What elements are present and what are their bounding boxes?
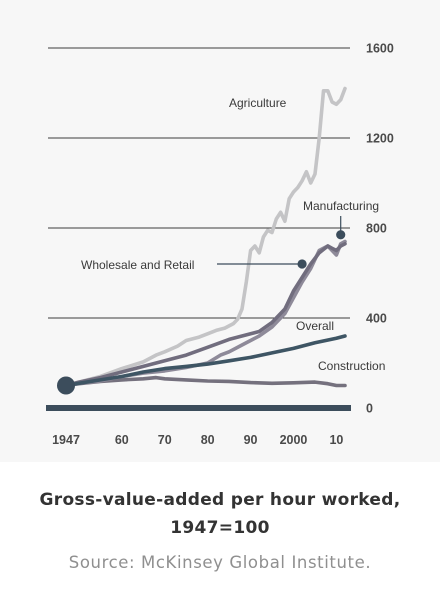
annotation-agriculture: Agriculture bbox=[229, 96, 287, 110]
axes: 0 400 800 1200 1600 1947 60 70 80 90 2000 10 bbox=[46, 42, 394, 447]
chart-caption-title: Gross-value-added per hour worked, 1947=… bbox=[0, 486, 440, 542]
x-tick-label-90: 90 bbox=[244, 433, 258, 447]
x-axis-baseline bbox=[46, 405, 351, 411]
y-tick-label-0: 0 bbox=[366, 402, 373, 416]
y-tick-label-1200: 1200 bbox=[366, 132, 394, 146]
y-tick-label-1600: 1600 bbox=[366, 42, 394, 56]
caption-title-line-2: 1947=100 bbox=[170, 518, 270, 538]
x-tick-label-80: 80 bbox=[201, 433, 215, 447]
y-tick-label-400: 400 bbox=[366, 312, 387, 326]
caption-title-line-1: Gross-value-added per hour worked, bbox=[39, 490, 401, 510]
x-tick-label-70: 70 bbox=[158, 433, 172, 447]
x-tick-label-1947: 1947 bbox=[52, 433, 80, 447]
series-lines bbox=[64, 86, 347, 388]
series-line-construction bbox=[64, 375, 347, 388]
annotation-manufacturing: Manufacturing bbox=[303, 199, 379, 213]
wholesale-marker bbox=[297, 259, 307, 269]
annotation-overall: Overall bbox=[296, 319, 334, 333]
x-tick-label-60: 60 bbox=[115, 433, 129, 447]
series-line-overall bbox=[64, 334, 347, 388]
series-line-agriculture bbox=[64, 86, 347, 388]
y-tick-label-800: 800 bbox=[366, 222, 387, 236]
annotation-construction: Construction bbox=[318, 359, 385, 373]
manufacturing-marker bbox=[336, 230, 346, 240]
x-tick-label-2000: 2000 bbox=[280, 433, 308, 447]
gridlines bbox=[48, 47, 350, 319]
origin-marker bbox=[57, 376, 75, 395]
chart-caption-source: Source: McKinsey Global Institute. bbox=[68, 553, 372, 572]
x-tick-label-10: 10 bbox=[329, 433, 343, 447]
series-line-wholesale-and-retail bbox=[64, 242, 347, 388]
annotations: Agriculture Manufacturing Wholesale and Re… bbox=[57, 96, 385, 395]
annotation-wholesale-retail: Wholesale and Retail bbox=[81, 258, 194, 272]
